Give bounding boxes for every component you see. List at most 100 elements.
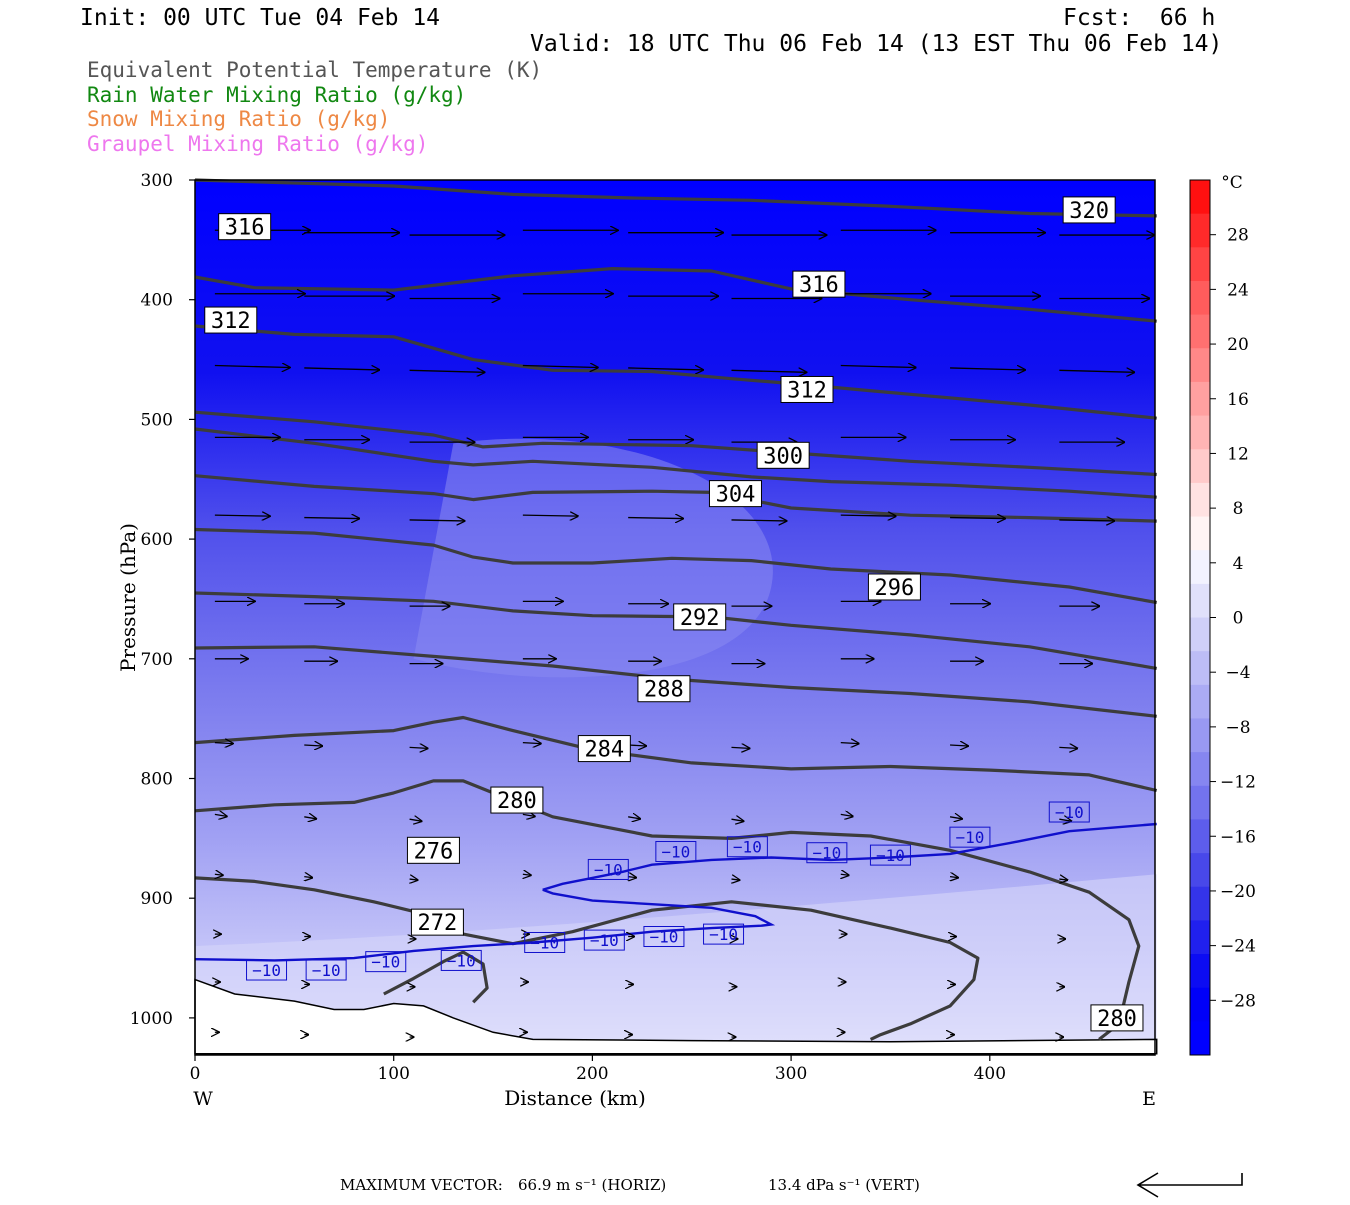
wind-vector	[214, 814, 227, 816]
axes: 300 400 500 600 700 800 900 1000 0 100 200 300 400 W E…	[116, 171, 1156, 1110]
theta-e-label: 316	[218, 213, 272, 241]
colorbar-swatch	[1190, 651, 1210, 686]
colorbar-swatch	[1190, 617, 1210, 652]
isotherm-label: −10	[869, 844, 911, 866]
wind-vector	[841, 874, 849, 875]
x-tick-label: 300	[775, 1064, 807, 1084]
theta-e-label-text: 320	[1069, 199, 1109, 224]
theta-e-label: 320	[1062, 196, 1116, 224]
wind-vector	[214, 515, 270, 516]
x-end-label-east: E	[1142, 1088, 1156, 1110]
isotherm-label: −10	[703, 923, 745, 945]
contour-labels: −10 −10 −10 −10 −10 −10 −10 −10 −10 −10 −10 −10 −10 −…	[204, 196, 1144, 1032]
isotherm-label: −10	[1048, 801, 1090, 823]
colorbar-tick-label: 4	[1233, 554, 1244, 574]
legend-snow: Snow Mixing Ratio (g/kg)	[87, 107, 391, 131]
wind-vector	[1059, 370, 1134, 372]
colorbar-swatch	[1190, 954, 1210, 989]
isotherm-label-text: −10	[733, 838, 762, 857]
colorbar-swatch	[1190, 583, 1210, 618]
colorbar-swatch	[1190, 482, 1210, 518]
valid-time: Valid: 18 UTC Thu 06 Feb 14 (13 EST Thu …	[530, 31, 1223, 57]
isotherm-label-text: −10	[371, 953, 400, 972]
isotherm-label-text: −10	[812, 844, 841, 863]
theta-e-label: 304	[708, 480, 762, 508]
wind-vector	[522, 515, 578, 516]
wind-vector	[731, 879, 739, 880]
max-vector-horiz: 66.9 m s⁻¹ (HORIZ)	[518, 1176, 667, 1194]
wind-vector	[522, 366, 598, 368]
theta-e-label: 284	[577, 735, 631, 763]
colorbar-tick-label: 8	[1233, 499, 1244, 519]
isotherm-label-text: −10	[709, 925, 738, 944]
theta-e-contour-272	[383, 950, 489, 1004]
isotherm-minus10-upper	[542, 822, 1157, 891]
theta-e-label-text: 304	[716, 483, 756, 508]
colorbar-tick-label: −16	[1220, 827, 1256, 847]
y-tick-label: 900	[141, 889, 173, 909]
colorbar-swatch	[1190, 1021, 1210, 1056]
theta-e-label: 316	[792, 270, 846, 298]
theta-e-label-text: 280	[1097, 1007, 1137, 1032]
wind-vector	[214, 743, 233, 744]
wind-vector	[949, 817, 962, 819]
colorbar-swatch	[1190, 516, 1210, 551]
colorbar-tick-label: −12	[1220, 773, 1256, 793]
y-axis-title: Pressure (hPa)	[116, 523, 140, 672]
wind-vector	[304, 877, 312, 878]
reference-vector-arrow	[1136, 1172, 1243, 1198]
y-tick-label: 500	[141, 410, 173, 430]
isotherm-label: −10	[440, 949, 482, 971]
theta-e-label-text: 280	[497, 789, 537, 814]
theta-e-label-text: 300	[763, 444, 803, 469]
wind-vector	[1059, 747, 1077, 748]
theta-e-label-text: 292	[680, 606, 720, 631]
wind-vector	[410, 879, 418, 880]
wind-vector	[304, 745, 322, 746]
theta-e-label-text: 288	[644, 678, 684, 703]
colorbar-swatch	[1190, 247, 1210, 282]
theta-e-contour-276	[194, 876, 980, 1041]
wind-vector	[409, 819, 422, 821]
isotherm-label: −10	[587, 858, 629, 880]
wind-vector	[840, 743, 859, 744]
isotherm-label: −10	[726, 836, 768, 858]
colorbar-unit: °C	[1221, 173, 1243, 193]
x-end-label-west: W	[193, 1088, 213, 1110]
theta-e-label-text: 312	[211, 309, 251, 334]
theta-e-label: 272	[410, 908, 464, 936]
wind-vector	[628, 518, 683, 519]
theta-e-contour-312	[194, 324, 1157, 420]
wind-vector	[304, 368, 379, 370]
colorbar-swatch	[1190, 819, 1210, 854]
isotherm-label: −10	[949, 826, 991, 848]
wind-vector	[731, 370, 806, 372]
wind-vector	[731, 520, 786, 521]
isotherm-label: −10	[246, 959, 288, 981]
isotherm-label: −10	[806, 842, 848, 864]
isotherm-label-text: −10	[1055, 803, 1084, 822]
theta-e-label: 292	[673, 603, 727, 631]
colorbar-swatch	[1190, 213, 1210, 248]
wind-vector	[523, 874, 531, 875]
isotherm-contours	[194, 822, 1157, 962]
theta-e-contour-280	[194, 779, 1141, 1041]
theta-e-label-text: 276	[414, 839, 454, 864]
wind-vector	[1059, 520, 1114, 521]
theta-e-contour-300	[194, 474, 1157, 523]
theta-e-contour-308	[194, 410, 1157, 477]
theta-e-label: 280	[490, 786, 544, 814]
colorbar-tick-label: 12	[1227, 444, 1249, 464]
colorbar-tick-label: 24	[1227, 280, 1249, 300]
legend-graupel: Graupel Mixing Ratio (g/kg)	[87, 132, 429, 156]
legend-theta-e: Equivalent Potential Temperature (K)	[87, 58, 543, 82]
colorbar-swatch	[1190, 718, 1210, 753]
colorbar-tick-label: 0	[1233, 609, 1244, 629]
theta-e-label: 288	[637, 675, 691, 703]
x-axis-title: Distance (km)	[504, 1086, 646, 1110]
theta-e-label: 296	[867, 573, 921, 601]
colorbar-swatch	[1190, 886, 1210, 921]
wind-vector	[950, 745, 968, 746]
near-surface-field	[195, 874, 1157, 1054]
